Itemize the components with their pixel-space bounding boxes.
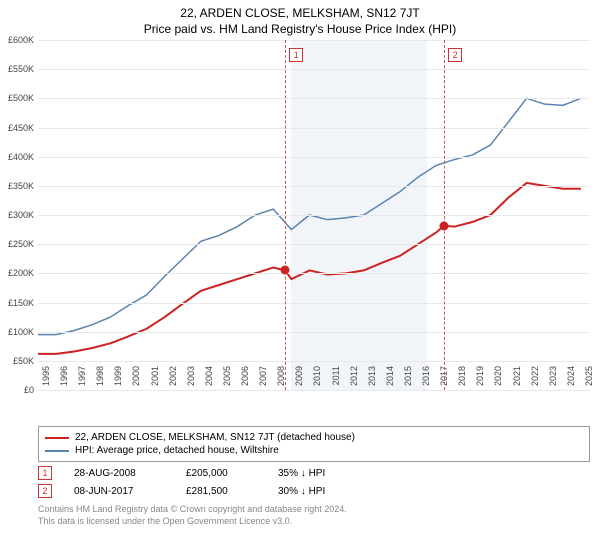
- sales-list: 1 28-AUG-2008 £205,000 35% ↓ HPI 2 08-JUN-201…: [0, 466, 600, 498]
- gridline: [38, 361, 590, 362]
- legend-label: 22, ARDEN CLOSE, MELKSHAM, SN12 7JT (det…: [75, 432, 355, 443]
- x-axis-label: 1999: [113, 366, 123, 394]
- x-axis-label: 2022: [530, 366, 540, 394]
- series-hpi: [38, 98, 581, 334]
- legend: 22, ARDEN CLOSE, MELKSHAM, SN12 7JT (det…: [38, 426, 590, 462]
- x-axis-label: 2016: [421, 366, 431, 394]
- gridline: [38, 273, 590, 274]
- legend-swatch: [45, 450, 69, 452]
- x-axis-label: 2006: [240, 366, 250, 394]
- gridline: [38, 40, 590, 41]
- x-axis-label: 2021: [512, 366, 522, 394]
- x-axis-label: 2023: [548, 366, 558, 394]
- legend-label: HPI: Average price, detached house, Wilt…: [75, 445, 279, 456]
- x-axis-label: 2010: [312, 366, 322, 394]
- y-axis-label: £450K: [0, 123, 34, 133]
- sale-delta: 30% ↓ HPI: [278, 486, 325, 497]
- x-axis-label: 2014: [385, 366, 395, 394]
- sale-delta: 35% ↓ HPI: [278, 468, 325, 479]
- gridline: [38, 303, 590, 304]
- gridline: [38, 332, 590, 333]
- y-axis-label: £300K: [0, 210, 34, 220]
- x-axis-label: 2020: [493, 366, 503, 394]
- x-axis-label: 2001: [150, 366, 160, 394]
- footer-line2: This data is licensed under the Open Gov…: [38, 516, 590, 528]
- x-axis-label: 1998: [95, 366, 105, 394]
- sale-dot: [440, 221, 449, 230]
- gridline: [38, 244, 590, 245]
- y-axis-label: £600K: [0, 35, 34, 45]
- series-property: [38, 183, 581, 354]
- x-axis-label: 1996: [59, 366, 69, 394]
- x-axis-label: 2005: [222, 366, 232, 394]
- y-axis-label: £50K: [0, 356, 34, 366]
- y-axis-label: £150K: [0, 298, 34, 308]
- x-axis-label: 2012: [349, 366, 359, 394]
- x-axis-label: 2004: [204, 366, 214, 394]
- legend-swatch: [45, 437, 69, 439]
- gridline: [38, 215, 590, 216]
- y-axis-label: £200K: [0, 268, 34, 278]
- x-axis-label: 2025: [584, 366, 594, 394]
- y-axis-label: £400K: [0, 152, 34, 162]
- legend-item: HPI: Average price, detached house, Wilt…: [45, 444, 583, 457]
- gridline: [38, 157, 590, 158]
- sale-marker: 1: [38, 466, 52, 480]
- sale-row: 2 08-JUN-2017 £281,500 30% ↓ HPI: [38, 484, 590, 498]
- legend-item: 22, ARDEN CLOSE, MELKSHAM, SN12 7JT (det…: [45, 431, 583, 444]
- x-axis-label: 2011: [331, 366, 341, 394]
- x-axis-label: 1995: [41, 366, 51, 394]
- event-vline: [444, 40, 445, 390]
- gridline: [38, 186, 590, 187]
- x-axis-label: 2024: [566, 366, 576, 394]
- gridline: [38, 69, 590, 70]
- page-title: 22, ARDEN CLOSE, MELKSHAM, SN12 7JT: [0, 0, 600, 20]
- event-marker: 2: [448, 48, 462, 62]
- x-axis-label: 2009: [294, 366, 304, 394]
- event-vline: [285, 40, 286, 390]
- sale-marker: 2: [38, 484, 52, 498]
- price-chart: £0£50K£100K£150K£200K£250K£300K£350K£400…: [38, 40, 590, 420]
- x-axis-label: 2002: [168, 366, 178, 394]
- gridline: [38, 98, 590, 99]
- sale-dot: [281, 266, 290, 275]
- x-axis-label: 1997: [77, 366, 87, 394]
- x-axis-label: 2018: [457, 366, 467, 394]
- sale-date: 08-JUN-2017: [74, 486, 164, 497]
- footer-line1: Contains HM Land Registry data © Crown c…: [38, 504, 590, 516]
- y-axis-label: £0: [0, 385, 34, 395]
- y-axis-label: £350K: [0, 181, 34, 191]
- y-axis-label: £250K: [0, 239, 34, 249]
- y-axis-label: £100K: [0, 327, 34, 337]
- gridline: [38, 128, 590, 129]
- x-axis-label: 2007: [258, 366, 268, 394]
- sale-row: 1 28-AUG-2008 £205,000 35% ↓ HPI: [38, 466, 590, 480]
- page-subtitle: Price paid vs. HM Land Registry's House …: [0, 20, 600, 40]
- x-axis-label: 2019: [475, 366, 485, 394]
- x-axis-label: 2003: [186, 366, 196, 394]
- footer-attribution: Contains HM Land Registry data © Crown c…: [38, 504, 590, 527]
- event-marker: 1: [289, 48, 303, 62]
- sale-price: £205,000: [186, 468, 256, 479]
- sale-date: 28-AUG-2008: [74, 468, 164, 479]
- sale-price: £281,500: [186, 486, 256, 497]
- plot-area: £0£50K£100K£150K£200K£250K£300K£350K£400…: [38, 40, 590, 391]
- y-axis-label: £500K: [0, 93, 34, 103]
- x-axis-label: 2015: [403, 366, 413, 394]
- x-axis-label: 2000: [131, 366, 141, 394]
- y-axis-label: £550K: [0, 64, 34, 74]
- x-axis-label: 2013: [367, 366, 377, 394]
